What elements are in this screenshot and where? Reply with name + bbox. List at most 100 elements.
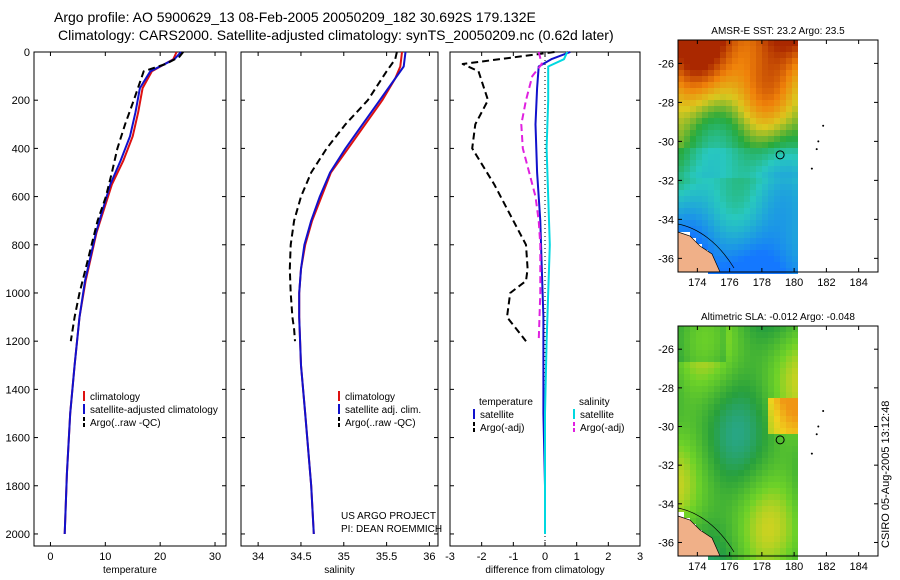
map2-cell — [708, 326, 714, 332]
map2-cell — [744, 500, 750, 506]
map2-cell — [768, 476, 774, 482]
map1-ytick-label: -28 — [658, 97, 674, 109]
map2-cell — [750, 368, 756, 374]
map2-cell — [792, 428, 798, 434]
panel1-xtick-label: 20 — [154, 551, 166, 563]
map2-cell — [702, 524, 708, 530]
map2-cell — [702, 326, 708, 332]
map2-cell — [714, 464, 720, 470]
map2-cell — [762, 506, 768, 512]
map2-cell — [756, 506, 762, 512]
map2-cell — [756, 530, 762, 536]
map1-cell — [744, 46, 750, 52]
panel1-legend-label: climatology — [90, 392, 140, 403]
map1-cell — [708, 184, 714, 190]
map1-cell — [720, 256, 726, 262]
map2-cell — [756, 494, 762, 500]
map2-cell — [738, 392, 744, 398]
map2-cell — [750, 356, 756, 362]
map2-cell — [678, 386, 684, 392]
map1-cell — [738, 220, 744, 226]
map2-cell — [714, 440, 720, 446]
map2-cell — [696, 368, 702, 374]
panel2-xtick-label: 35.5 — [376, 551, 397, 563]
map1-cell — [714, 208, 720, 214]
map2-cell — [738, 404, 744, 410]
map1-cell — [768, 46, 774, 52]
map1-cell — [762, 190, 768, 196]
map1-cell — [768, 58, 774, 64]
map2-cell — [708, 470, 714, 476]
map2-cell — [720, 332, 726, 338]
map2-cell — [714, 458, 720, 464]
map2-cell — [726, 428, 732, 434]
map2-island — [822, 410, 825, 413]
map1-cell — [696, 220, 702, 226]
panel2-legend-label: satellite adj. clim. — [345, 405, 421, 416]
map1-cell — [738, 118, 744, 124]
map1-cell — [732, 244, 738, 250]
map2-cell — [696, 338, 702, 344]
map2-cell — [756, 464, 762, 470]
map1-cell — [768, 82, 774, 88]
map2-cell — [720, 362, 726, 368]
map2-cell — [714, 524, 720, 530]
map2-cell — [792, 380, 798, 386]
map1-cell — [774, 238, 780, 244]
panel2-series-climatology — [298, 51, 403, 535]
map1-cell — [774, 106, 780, 112]
map1-cell — [732, 94, 738, 100]
map1-cell — [702, 64, 708, 70]
map1-cell — [768, 232, 774, 238]
map2-cell — [786, 362, 792, 368]
map1-cell — [744, 130, 750, 136]
map1-cell — [792, 52, 798, 58]
map2-cell — [684, 446, 690, 452]
map1-cell — [792, 94, 798, 100]
map1-cell — [756, 106, 762, 112]
map1-cell — [744, 118, 750, 124]
map2-cell — [750, 392, 756, 398]
map1-cell — [738, 196, 744, 202]
map2-cell — [720, 482, 726, 488]
map2-cell — [738, 440, 744, 446]
map2-cell — [696, 476, 702, 482]
map1-cell — [750, 154, 756, 160]
map1-cell — [702, 124, 708, 130]
map1-cell — [786, 82, 792, 88]
map2-cell — [720, 374, 726, 380]
map2-cell — [732, 338, 738, 344]
map1-cell — [708, 58, 714, 64]
map1-cell — [696, 40, 702, 46]
map1-cell — [684, 190, 690, 196]
map2-cell — [768, 554, 774, 560]
map2-cell — [702, 362, 708, 368]
map1-cell — [696, 238, 702, 244]
map2-cell — [684, 404, 690, 410]
panel3-xlabel: difference from climatology — [485, 565, 604, 576]
map1-cell — [750, 46, 756, 52]
map1-cell — [726, 64, 732, 70]
map2-cell — [696, 452, 702, 458]
map1-cell — [696, 118, 702, 124]
map2-cell — [720, 344, 726, 350]
panel1-xtick-label: 30 — [209, 551, 221, 563]
map1-cell — [696, 112, 702, 118]
map2-cell — [714, 362, 720, 368]
map2-cell — [696, 404, 702, 410]
map1-cell — [726, 118, 732, 124]
map2-cell — [726, 548, 732, 554]
map1-cell — [714, 70, 720, 76]
map2-cell — [744, 410, 750, 416]
map1-cell — [702, 130, 708, 136]
map1-cell — [774, 190, 780, 196]
map2-cell — [708, 350, 714, 356]
map2-cell — [714, 422, 720, 428]
map1-cell — [720, 40, 726, 46]
map2-cell — [720, 530, 726, 536]
map2-cell — [792, 416, 798, 422]
map1-cell — [762, 112, 768, 118]
map2-cell — [726, 326, 732, 332]
map2-cell — [732, 404, 738, 410]
map1-cell — [714, 40, 720, 46]
